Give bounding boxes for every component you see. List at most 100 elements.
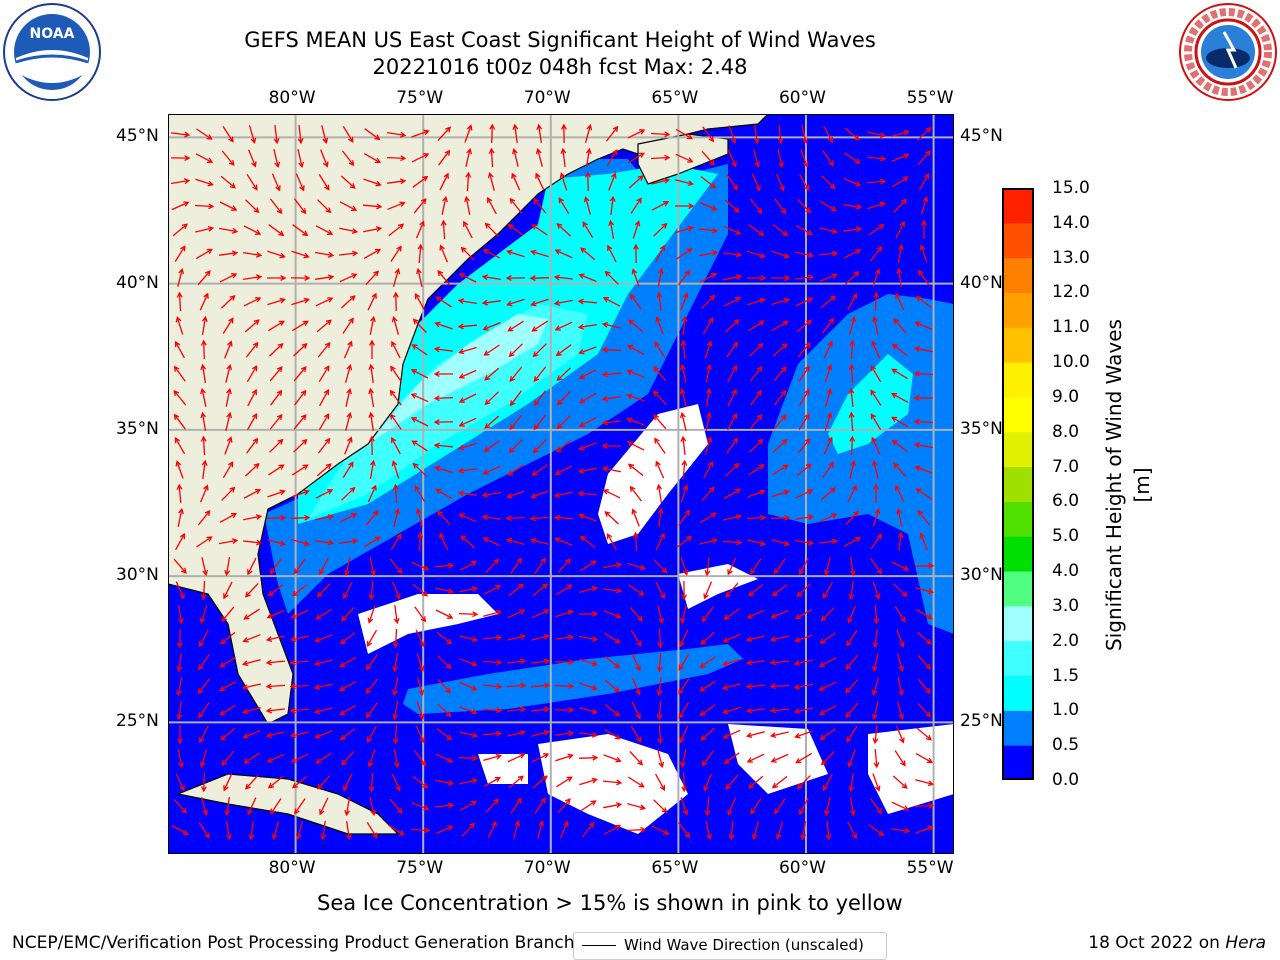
direction-arrow-141	[484, 222, 499, 237]
direction-arrow-778	[416, 701, 425, 720]
direction-arrow-571	[819, 538, 839, 545]
direction-arrow-956	[847, 821, 857, 840]
direction-arrow-20	[650, 131, 671, 138]
direction-arrow-880	[556, 776, 573, 788]
direction-arrow-586	[411, 561, 430, 571]
direction-arrow-296	[369, 339, 375, 359]
direction-arrow-425	[391, 436, 401, 455]
direction-arrow-682	[415, 629, 425, 648]
direction-arrow-819	[630, 726, 642, 743]
direction-arrow-708	[265, 659, 286, 666]
direction-arrow-155	[819, 227, 839, 235]
direction-arrow-504	[747, 489, 766, 498]
direction-arrow-624	[555, 584, 573, 596]
direction-arrow-247	[723, 297, 742, 307]
direction-arrow-551	[338, 538, 359, 545]
direction-arrow-139	[440, 219, 447, 240]
direction-arrow-149	[675, 225, 694, 234]
direction-arrow-945	[581, 821, 595, 838]
direction-arrow-552	[363, 536, 381, 548]
bottom-lon-tick-1: 75°W	[396, 858, 444, 878]
direction-arrow-855	[723, 752, 740, 764]
direction-arrow-917	[680, 797, 689, 816]
direction-arrow-919	[727, 797, 737, 816]
direction-arrow-695	[722, 633, 741, 643]
direction-arrow-576	[173, 558, 187, 574]
direction-arrow-242	[602, 297, 621, 307]
direction-arrow-291	[245, 341, 259, 358]
direction-arrow-667	[820, 607, 835, 622]
wave-band-south-0-5	[403, 644, 743, 714]
colorbar-segment-10	[1002, 396, 1034, 433]
footer-date: 18 Oct 2022 on Hera	[1088, 933, 1266, 953]
direction-arrow-239	[530, 298, 549, 307]
direction-arrow-517	[290, 514, 311, 521]
direction-arrow-540	[845, 510, 860, 525]
direction-arrow-830	[895, 725, 905, 744]
direction-arrow-663	[723, 608, 740, 620]
direction-arrow-574	[897, 531, 904, 551]
direction-arrow-849	[578, 754, 599, 761]
direction-arrow-241	[577, 298, 598, 305]
direction-arrow-0	[171, 131, 191, 138]
direction-arrow-348	[848, 363, 855, 384]
direction-arrow-578	[224, 556, 231, 577]
direction-arrow-121	[774, 198, 787, 215]
direction-arrow-186	[795, 251, 815, 258]
direction-arrow-90	[798, 173, 810, 191]
direction-arrow-354	[225, 387, 232, 407]
direction-arrow-818	[603, 728, 621, 740]
direction-arrow-714	[416, 653, 425, 672]
direction-arrow-15	[536, 123, 543, 143]
direction-arrow-885	[681, 772, 688, 793]
direction-arrow-138	[415, 220, 425, 239]
direction-arrow-511	[915, 488, 932, 500]
direction-arrow-117	[675, 203, 695, 209]
direction-arrow-437	[680, 435, 687, 455]
direction-arrow-649	[393, 605, 400, 625]
direction-arrow-361	[389, 389, 402, 406]
direction-arrow-709	[289, 659, 310, 666]
direction-arrow-439	[726, 437, 738, 454]
direction-arrow-847	[531, 753, 550, 763]
direction-arrow-862	[894, 750, 906, 767]
direction-arrow-592	[557, 558, 571, 574]
direction-arrow-760	[745, 683, 766, 690]
bottom-lon-tick-4: 60°W	[778, 858, 826, 878]
direction-arrow-300	[458, 346, 477, 355]
direction-arrow-333	[484, 367, 500, 381]
direction-arrow-856	[746, 753, 765, 763]
direction-arrow-751	[530, 682, 551, 689]
direction-arrow-422	[317, 437, 331, 454]
direction-arrow-832	[177, 749, 184, 769]
direction-arrow-110	[509, 197, 523, 214]
direction-arrow-96	[171, 201, 190, 211]
direction-arrow-772	[265, 707, 285, 714]
direction-arrow-307	[626, 345, 645, 355]
direction-arrow-70	[318, 174, 330, 191]
direction-arrow-358	[319, 388, 330, 407]
direction-arrow-605	[870, 558, 882, 575]
direction-arrow-560	[554, 537, 573, 547]
direction-arrow-619	[435, 587, 455, 594]
direction-arrow-271	[531, 320, 548, 332]
direction-arrow-320	[173, 365, 186, 382]
direction-arrow-664	[746, 609, 765, 619]
direction-arrow-83	[628, 175, 644, 189]
direction-arrow-181	[676, 248, 693, 260]
direction-arrow-912	[557, 798, 571, 814]
direction-arrow-263	[342, 317, 354, 334]
direction-arrow-209	[578, 273, 597, 283]
direction-arrow-720	[554, 659, 575, 665]
direction-arrow-724	[656, 652, 663, 673]
direction-arrow-55	[727, 149, 737, 168]
direction-arrow-755	[631, 677, 641, 696]
direction-arrow-821	[679, 725, 689, 744]
direction-arrow-373	[679, 387, 688, 407]
right-lat-tick-4: 25°N	[960, 711, 1003, 732]
direction-arrow-502	[701, 486, 715, 502]
direction-arrow-637	[872, 581, 881, 600]
direction-arrow-244	[656, 291, 663, 311]
direction-arrow-944	[559, 820, 569, 839]
direction-arrow-259	[244, 319, 260, 333]
